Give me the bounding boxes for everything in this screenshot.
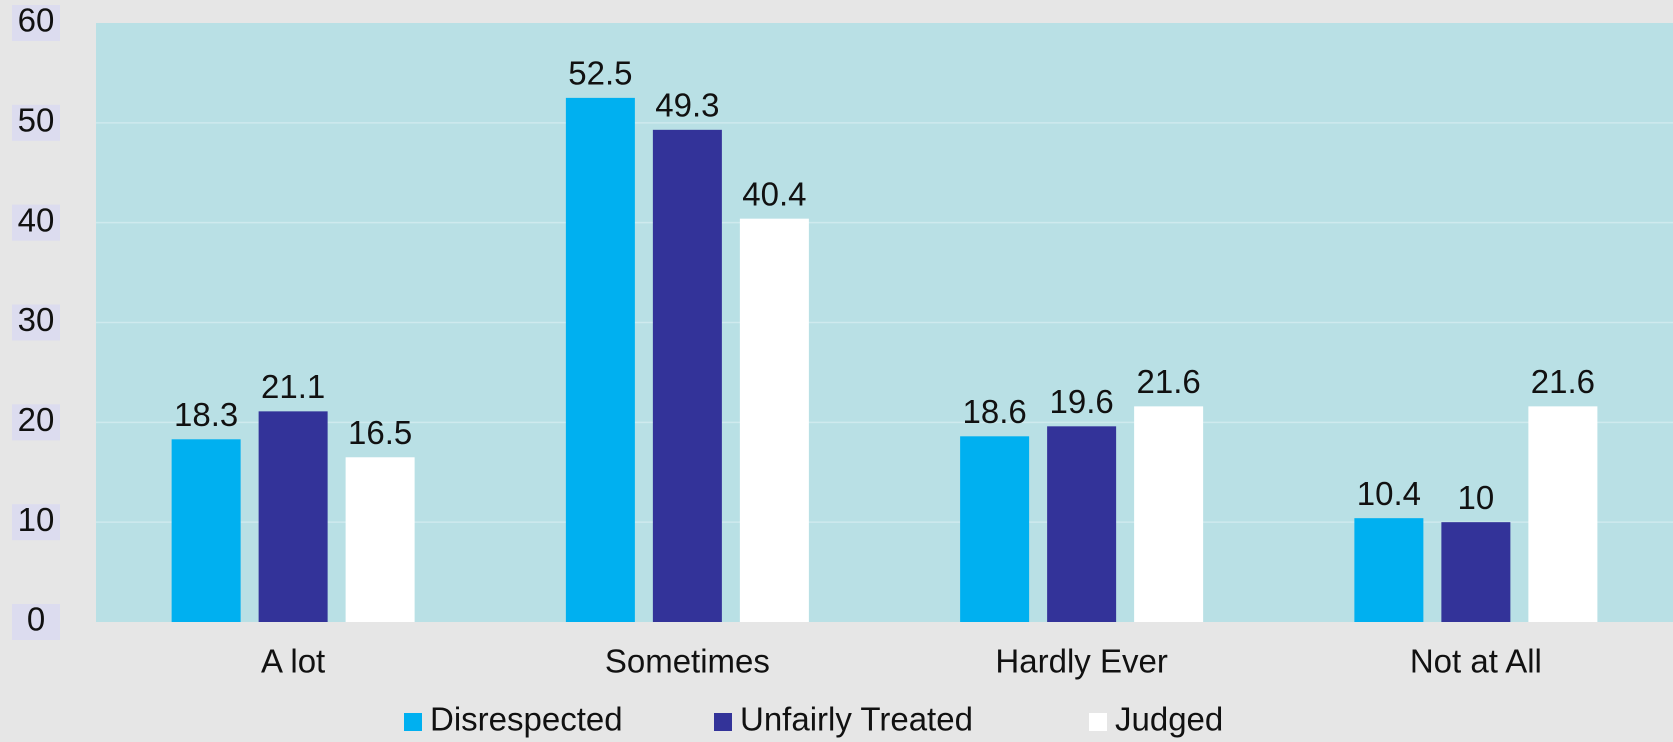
bar	[739, 218, 809, 622]
bar	[258, 411, 328, 622]
data-label: 49.3	[655, 87, 719, 124]
legend-swatch	[404, 713, 422, 731]
x-tick-label: Hardly Ever	[995, 643, 1167, 680]
bar	[565, 97, 635, 622]
bar	[652, 129, 722, 623]
legend-label: Unfairly Treated	[740, 701, 973, 738]
legend-swatch	[714, 713, 732, 731]
data-label: 52.5	[568, 55, 632, 92]
data-label: 21.1	[261, 368, 325, 405]
x-tick-label: A lot	[261, 643, 325, 680]
data-label: 21.6	[1531, 363, 1595, 400]
legend-label: Judged	[1115, 701, 1223, 738]
x-tick-label: Sometimes	[605, 643, 770, 680]
y-tick-label: 10	[18, 501, 55, 538]
y-tick-label-bg	[12, 204, 60, 241]
legend-label: Disrespected	[430, 701, 623, 738]
y-tick-label-bg	[12, 604, 60, 640]
y-tick-label-bg	[12, 5, 60, 41]
bar	[960, 436, 1030, 622]
y-tick-label-bg	[12, 504, 60, 541]
bar	[1047, 426, 1117, 622]
y-tick-label-bg	[12, 304, 60, 341]
data-label: 18.6	[963, 393, 1027, 430]
bar	[171, 439, 241, 622]
y-tick-label: 0	[27, 601, 45, 638]
y-tick-label: 30	[18, 301, 55, 338]
bar	[1441, 522, 1511, 622]
data-label: 10.4	[1357, 475, 1421, 512]
data-label: 18.3	[174, 396, 238, 433]
data-label: 10	[1458, 479, 1495, 516]
bar	[345, 457, 415, 622]
y-tick-label-bg	[12, 404, 60, 441]
data-label: 16.5	[348, 414, 412, 451]
data-label: 40.4	[742, 175, 806, 212]
y-tick-label-bg	[12, 104, 60, 141]
bar	[1354, 518, 1424, 622]
bar	[1134, 406, 1204, 622]
y-tick-label: 20	[18, 401, 55, 438]
y-tick-label: 60	[18, 2, 55, 39]
bar	[1528, 406, 1598, 622]
x-tick-label: Not at All	[1410, 643, 1542, 680]
y-tick-label: 50	[18, 102, 55, 139]
legend-swatch	[1089, 713, 1107, 731]
y-tick-label: 40	[18, 201, 55, 238]
data-label: 21.6	[1137, 363, 1201, 400]
data-label: 19.6	[1050, 383, 1114, 420]
